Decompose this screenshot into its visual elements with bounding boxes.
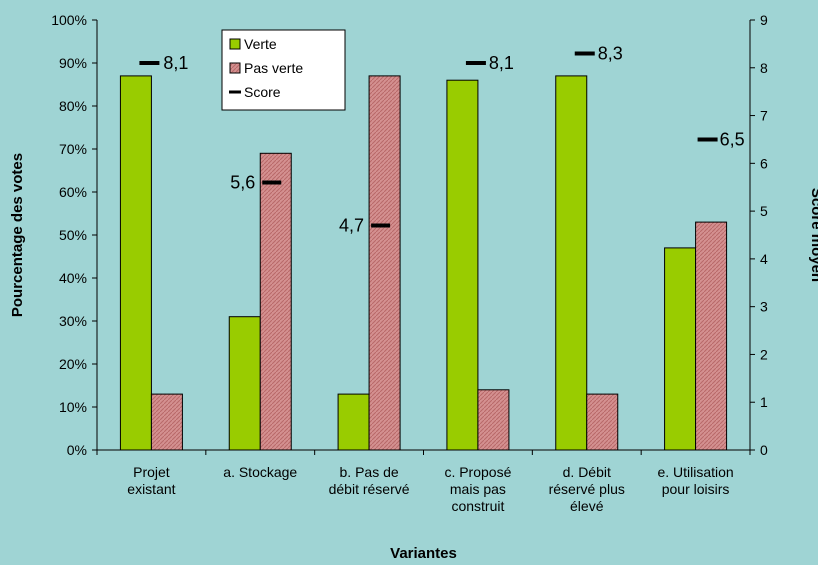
- score-data-label: 8,3: [598, 43, 623, 63]
- x-tick-label-line: pour loisirs: [662, 481, 730, 497]
- y-tick-label-left: 100%: [51, 12, 87, 28]
- x-tick-label-line: élevé: [570, 498, 604, 514]
- x-tick-label-line: mais pas: [450, 481, 506, 497]
- y-tick-label-right: 6: [760, 155, 768, 171]
- bar-verte: [337, 393, 370, 451]
- y-tick-label-right: 1: [760, 394, 768, 410]
- x-tick-label-line: e. Utilisation: [657, 464, 733, 480]
- y-tick-label-left: 50%: [59, 227, 87, 243]
- y-tick-label-right: 3: [760, 299, 768, 315]
- x-tick-label-line: construit: [451, 498, 504, 514]
- y-tick-label-right: 9: [760, 12, 768, 28]
- score-data-label: 6,5: [720, 129, 745, 149]
- y-tick-label-right: 4: [760, 251, 768, 267]
- y-tick-label-right: 7: [760, 108, 768, 124]
- x-tick-label: b. Pas de débit réservé: [329, 464, 410, 497]
- x-tick-label-line: débit réservé: [329, 481, 410, 497]
- y-axis-title-left: Pourcentage des votes: [9, 153, 26, 317]
- y-tick-label-left: 80%: [59, 98, 87, 114]
- bar-pas-verte: [150, 393, 183, 451]
- bar-verte: [664, 247, 697, 451]
- y-tick-label-right: 8: [760, 60, 768, 76]
- y-tick-label-left: 70%: [59, 141, 87, 157]
- y-tick-label-left: 30%: [59, 313, 87, 329]
- bar-pas-verte: [259, 152, 292, 451]
- y-tick-label-left: 20%: [59, 356, 87, 372]
- x-tick-label-line: existant: [127, 481, 175, 497]
- x-tick-label-line: a. Stockage: [223, 464, 297, 480]
- legend-label: Score: [244, 84, 281, 100]
- y-tick-label-left: 90%: [59, 55, 87, 71]
- legend-label: Pas verte: [244, 60, 303, 76]
- y-tick-label-left: 40%: [59, 270, 87, 286]
- bar-verte: [446, 79, 479, 451]
- score-data-label: 8,1: [489, 53, 514, 73]
- bar-pas-verte: [586, 393, 619, 451]
- legend-box: [221, 29, 346, 111]
- x-tick-label: Projet existant: [127, 464, 175, 497]
- x-tick-label-line: b. Pas de: [340, 464, 399, 480]
- y-tick-label-left: 60%: [59, 184, 87, 200]
- y-tick-label-right: 5: [760, 203, 768, 219]
- x-tick-label-line: Projet: [133, 464, 170, 480]
- bar-pas-verte: [477, 389, 510, 451]
- bar-verte: [555, 75, 588, 451]
- x-tick-label: a. Stockage: [223, 464, 297, 480]
- y-tick-label-left: 0%: [67, 442, 87, 458]
- y-axis-title-right: Score moyen: [808, 188, 818, 282]
- bar-pas-verte: [695, 221, 728, 451]
- x-tick-label: e. Utilisation pour loisirs: [657, 464, 733, 497]
- y-tick-label-right: 0: [760, 442, 768, 458]
- legend-label: Verte: [244, 36, 277, 52]
- legend: Verte Pas verte Score: [221, 29, 346, 111]
- score-data-label: 8,1: [163, 53, 188, 73]
- bar-verte: [228, 316, 261, 451]
- plot-area: 0% 10% 20% 30% 40% 50% 60% 70% 80% 90% 100% 0 1 2 3 4 5 6…: [9, 12, 818, 562]
- x-tick-label-line: c. Proposé: [444, 464, 511, 480]
- y-tick-label-left: 10%: [59, 399, 87, 415]
- x-tick-label: d. Débit réservé plus élevé: [549, 464, 625, 514]
- y-tick-label-right: 2: [760, 346, 768, 362]
- legend-swatch-pas-verte: [229, 62, 241, 74]
- x-tick-label-line: réservé plus: [549, 481, 625, 497]
- x-tick-label-line: d. Débit: [563, 464, 611, 480]
- legend-swatch-verte: [229, 38, 241, 50]
- score-data-label: 5,6: [230, 172, 255, 192]
- bar-pas-verte: [368, 75, 401, 451]
- x-tick-label: c. Proposé mais pas construit: [444, 464, 511, 514]
- x-axis-title: Variantes: [390, 545, 457, 562]
- score-data-label: 4,7: [339, 215, 364, 235]
- bar-verte: [119, 75, 152, 451]
